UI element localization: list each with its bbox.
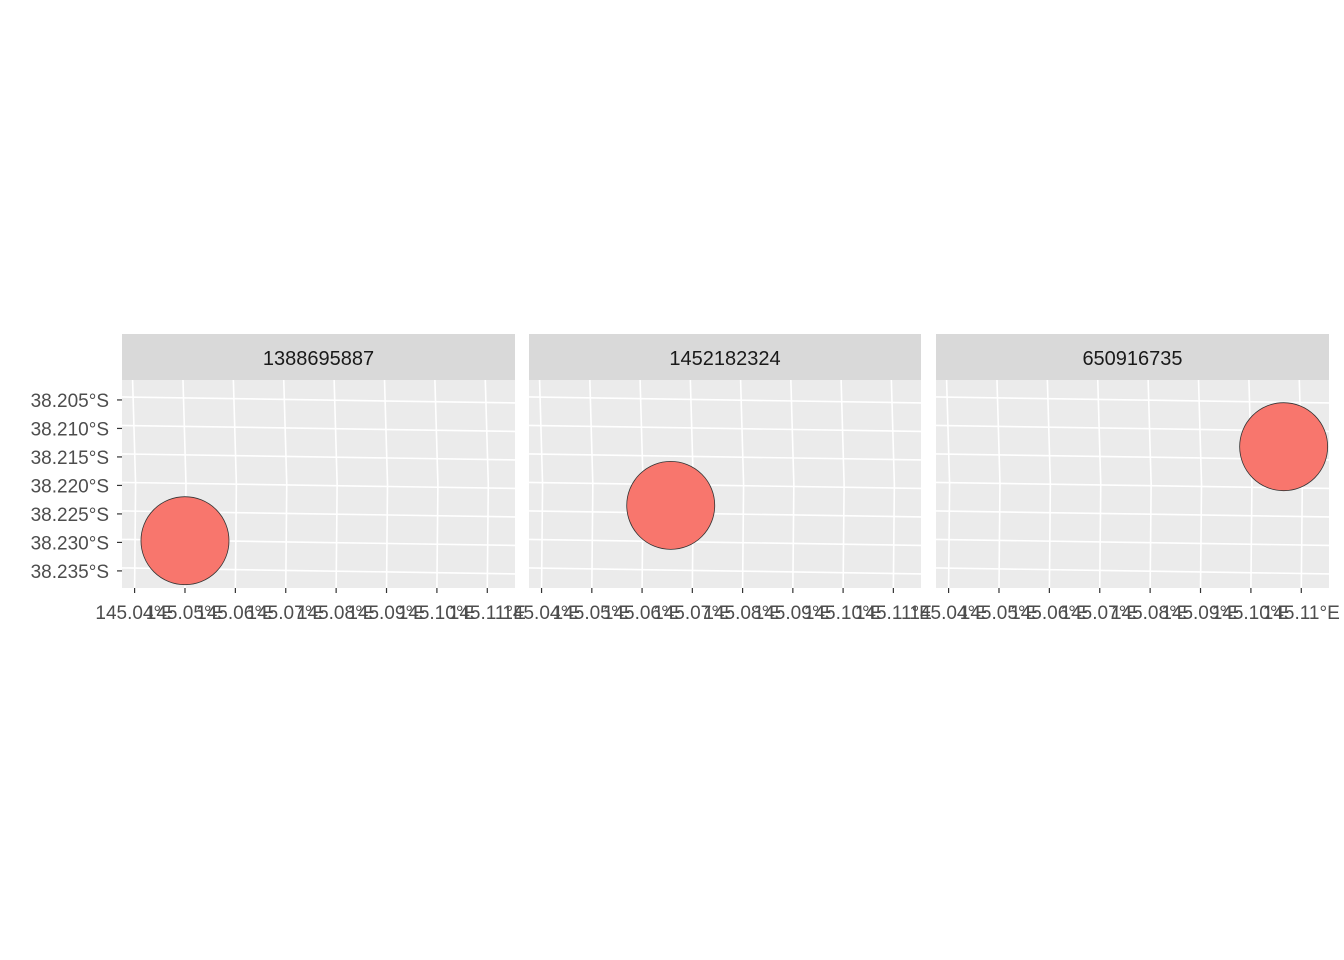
facet-3-x-tick-label-2: 145.05°E [960,603,1038,624]
y-tick-label-3: 38.215°S [31,448,109,469]
facet-2-gridline-x-7 [840,379,845,589]
facet-1-gridline-x-1 [131,379,137,589]
facet-1-x-tick-label-2: 145.05°E [146,603,224,624]
facet-2-gridline-y-2 [528,424,922,433]
facet-panel-3: 650916735 [935,334,1330,589]
facet-3-x-tick-label-6: 145.09°E [1161,603,1239,624]
facet-2-gridline-x-5 [739,379,745,589]
facet-3-gridline-x-1 [945,379,951,589]
data-point-1 [140,496,230,586]
facet-2-x-tick-label-1: 145.04°E [502,603,580,624]
facet-2-gridline-y-6 [528,538,922,547]
facet-1-x-tick-label-4: 145.07°E [247,603,325,624]
facet-3-gridlines [935,379,1330,589]
facet-3-gridline-y-6 [935,538,1330,547]
facet-1-strip [122,334,515,380]
facet-panel-2: 1452182324 [528,334,922,589]
facet-3-gridline-y-7 [935,567,1330,575]
facet-1-gridline-y-3 [121,453,516,461]
facet-2-x-tick-label-8: 145.11°E [855,603,932,624]
facet-3-x-tick-label-3: 145.06°E [1010,603,1088,624]
y-tick-label-4: 38.220°S [31,476,109,497]
facet-2-points [626,460,716,550]
facet-1-gridline-y-2 [121,424,516,433]
facet-2-x-tick-label-7: 145.10°E [804,603,882,624]
facet-3-x-tick-label-1: 145.04°E [909,603,987,624]
y-axis: 38.205°S 38.210°S 38.215°S 38.220°S 38.225°S… [31,391,122,583]
facet-1-gridline-x-4 [282,379,288,589]
facet-3-x-tick-label-8: 145.11°E [1263,603,1340,624]
facet-2-gridline-y-1 [528,396,922,404]
facet-3-gridline-x-4 [1096,379,1102,589]
facet-3-gridline-x-7 [1248,379,1253,589]
facet-1-gridline-x-6 [383,379,389,589]
facet-1-x-tick-label-7: 145.10°E [398,603,476,624]
facet-3-strip [936,334,1329,380]
facet-1-x-tick-label-1: 145.04°E [95,603,173,624]
facet-3-x-tick-label-7: 145.10°E [1212,603,1290,624]
y-tick-label-1: 38.205°S [31,391,109,412]
facet-2-gridline-y-4 [528,481,922,490]
facet-panel-1: 1388695887 [121,334,516,589]
facet-1-x-tick-label-5: 145.08°E [297,603,375,624]
facet-2-gridline-x-1 [538,379,544,589]
facet-3-x-tick-label-5: 145.08°E [1111,603,1189,624]
facet-1-x-tick-label-8: 145.11°E [449,603,526,624]
y-tick-label-7: 38.235°S [31,562,109,583]
facet-2-gridline-y-5 [528,510,922,518]
facet-2-strip-label: 1452182324 [669,348,780,370]
facet-2-gridline-x-6 [790,379,795,589]
facet-2-x-tick-label-3: 145.06°E [603,603,681,624]
facet-2-x-tick-label-6: 145.09°E [754,603,832,624]
facet-1-x-tick-label-3: 145.06°E [196,603,274,624]
facet-3-gridline-y-5 [935,510,1330,518]
facet-1-gridline-x-5 [333,379,338,589]
facet-2-gridline-y-7 [528,567,922,575]
facet-2-gridline-x-8 [890,379,896,589]
facet-2-x-tick-label-4: 145.07°E [653,603,731,624]
facet-3-x-tick-label-4: 145.07°E [1061,603,1139,624]
facet-1-strip-label: 1388695887 [263,348,374,370]
facet-2-strip [529,334,921,380]
facet-1-points [140,496,230,586]
y-tick-label-6: 38.230°S [31,533,109,554]
facet-3-strip-label: 650916735 [1082,348,1182,370]
facet-3-gridline-y-1 [935,396,1330,404]
facet-3-points [1239,402,1329,492]
facet-1-gridline-y-1 [121,396,516,404]
facet-3-gridline-x-5 [1147,379,1152,589]
facet-1-gridline-y-4 [121,481,516,490]
facet-2-gridline-y-3 [528,453,922,461]
facet-1-gridline-x-7 [434,379,439,589]
x-axes: 145.04°E145.05°E145.06°E145.07°E145.08°E… [95,588,1340,624]
y-tick-label-5: 38.225°S [31,505,109,526]
facet-2-x-tick-label-5: 145.08°E [703,603,781,624]
data-point-3 [1239,402,1329,492]
data-point-2 [626,460,716,550]
facet-1-x-tick-label-6: 145.09°E [347,603,425,624]
facet-1-gridline-x-8 [484,379,490,589]
facet-1-gridlines [121,379,516,589]
facet-3-gridline-x-6 [1197,379,1203,589]
facet-2-x-tick-label-2: 145.05°E [553,603,631,624]
facet-3-gridline-y-4 [935,481,1330,490]
y-tick-label-2: 38.210°S [31,419,109,440]
